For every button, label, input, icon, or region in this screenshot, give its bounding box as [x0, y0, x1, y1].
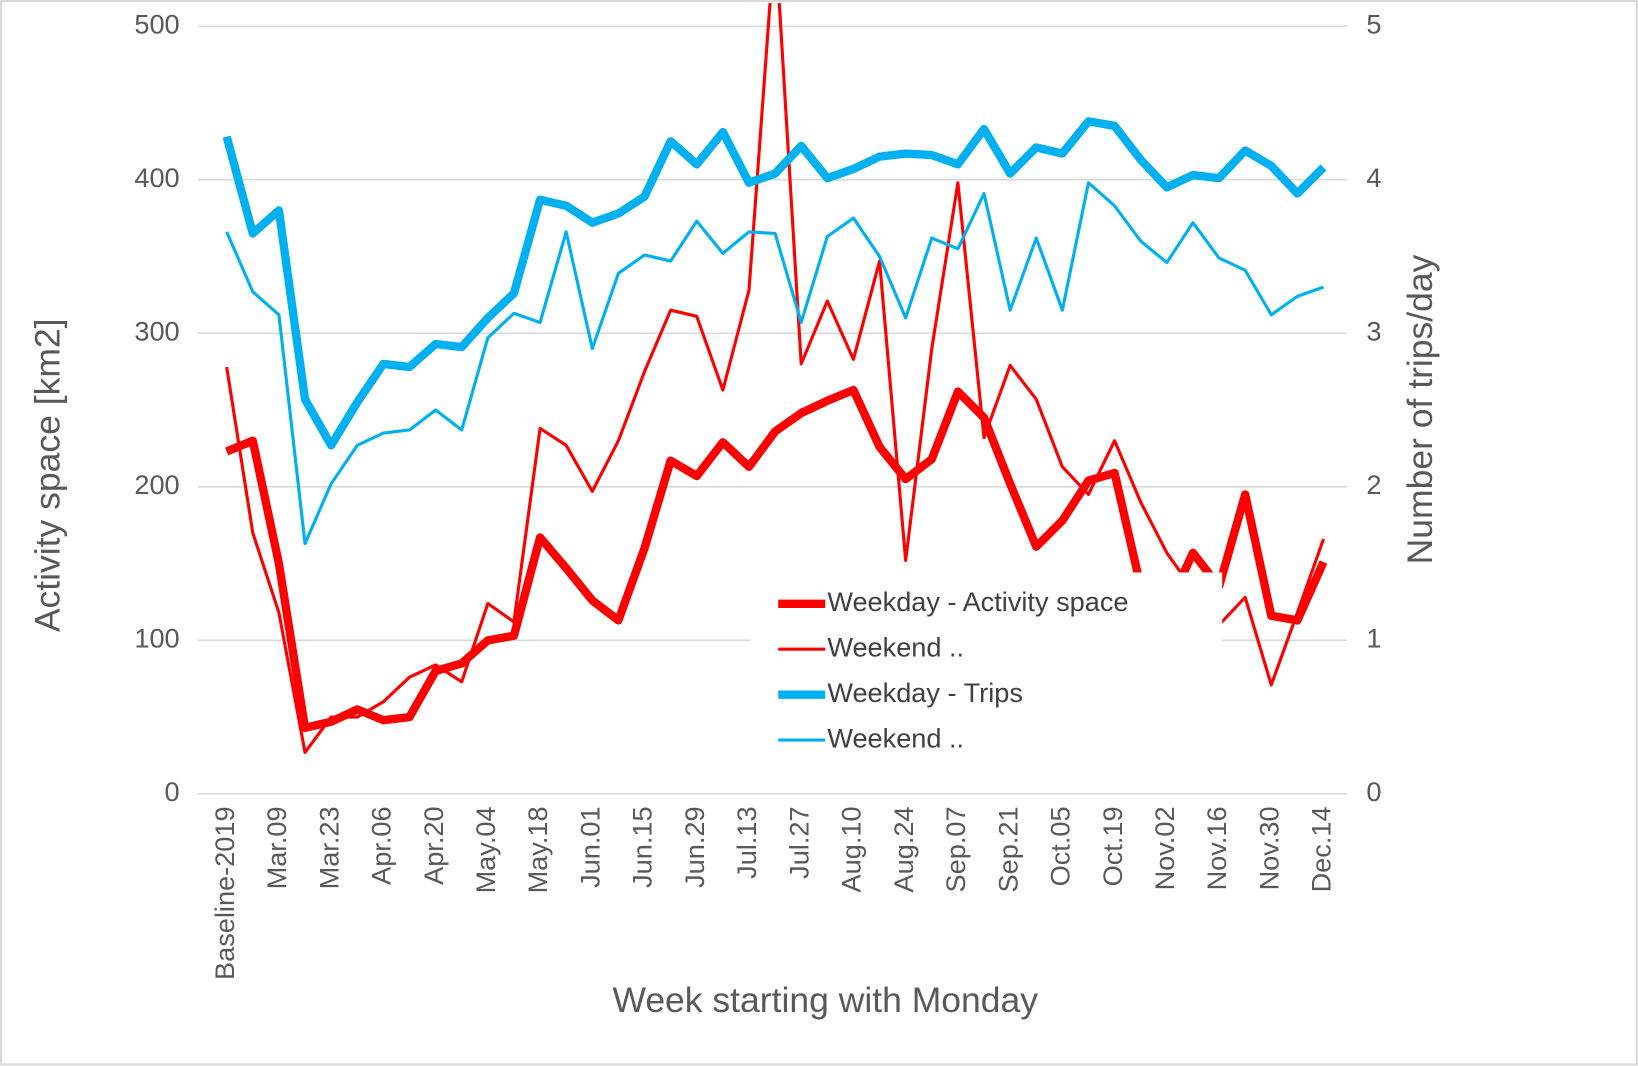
y2-axis-title: Number of trips/day	[1400, 254, 1440, 564]
x-tick-label: Oct.05	[1045, 806, 1076, 886]
x-tick-label: Sep.07	[940, 806, 971, 892]
x-tick-label: Apr.20	[418, 806, 449, 884]
legend-label: Weekday - Activity space	[827, 586, 1128, 617]
x-tick-label: Nov.16	[1201, 806, 1232, 890]
x-tick-label: Oct.19	[1097, 806, 1128, 886]
x-axis-title: Week starting with Monday	[612, 980, 1038, 1020]
x-tick-label: Mar.09	[261, 806, 292, 889]
y-tick-label: 500	[134, 8, 179, 39]
data-line	[222, 117, 1327, 450]
x-tick-label: Jul.13	[731, 806, 762, 878]
x-tick-label: Sep.21	[992, 806, 1023, 892]
x-tick-label: Jun.29	[679, 806, 710, 887]
y-tick-label: 100	[134, 623, 179, 654]
x-tick-label: Jul.27	[783, 806, 814, 878]
y-tick-label: 300	[134, 315, 179, 346]
y-axis-title: Activity space [km2]	[28, 318, 68, 632]
x-tick-label: May.18	[522, 806, 553, 893]
legend-label: Weekend ..	[827, 631, 964, 662]
x-tick-label: Apr.06	[366, 806, 397, 884]
y-tick-label: 400	[134, 162, 179, 193]
y2-tick-label: 5	[1366, 8, 1381, 39]
x-tick-label: Aug.24	[888, 806, 919, 892]
y-tick-label: 200	[134, 469, 179, 500]
y2-tick-label: 3	[1366, 315, 1381, 346]
y2-tick-label: 2	[1366, 469, 1381, 500]
y2-tick-label: 4	[1366, 162, 1381, 193]
x-tick-label: May.04	[470, 806, 501, 893]
x-tick-label: Mar.23	[313, 806, 344, 889]
y2-tick-label: 0	[1366, 776, 1381, 807]
x-tick-label: Nov.02	[1149, 806, 1180, 890]
data-line	[225, 3, 1325, 755]
legend-label: Weekday - Trips	[827, 677, 1023, 708]
x-tick-label: Nov.30	[1253, 806, 1284, 890]
x-tick-label: Jun.01	[574, 806, 605, 887]
data-line	[225, 181, 1325, 546]
y-tick-label: 0	[165, 776, 180, 807]
x-tick-label: Aug.10	[836, 806, 867, 892]
y2-tick-label: 1	[1366, 623, 1381, 654]
x-tick-label: Baseline-2019	[209, 806, 240, 980]
legend-box	[750, 572, 1223, 767]
x-tick-label: Jun.15	[627, 806, 658, 887]
legend-label: Weekend ..	[827, 722, 964, 753]
x-tick-label: Dec.14	[1306, 806, 1337, 892]
